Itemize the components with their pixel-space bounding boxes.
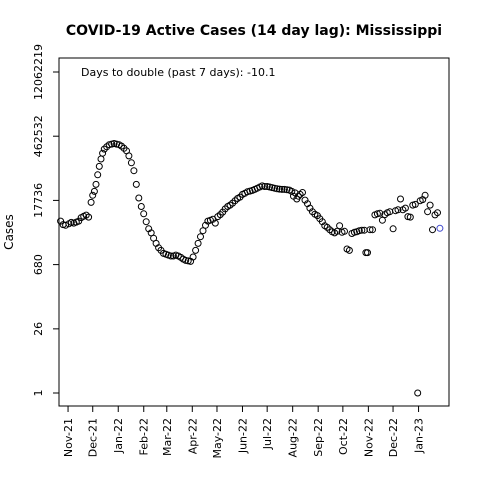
data-point [389,225,397,233]
data-point [426,201,434,209]
data-point [87,198,95,206]
x-tick-label: Dec-21 [87,418,100,457]
data-point [142,218,150,226]
data-point [355,227,363,235]
data-point [276,185,283,193]
data-point [94,171,102,179]
data-point [369,226,376,234]
data-point [424,208,432,216]
data-points [57,140,444,397]
data-point [135,194,143,202]
data-point [421,191,429,199]
data-point [294,192,302,200]
y-tick-label: 17736 [32,183,45,218]
x-tick-label: Nov-21 [62,418,75,457]
data-point [345,246,353,254]
data-point [288,187,296,195]
data-point [127,159,135,167]
data-point [364,249,371,257]
x-tick-label: Feb-22 [138,418,151,455]
data-point [278,185,286,193]
data-point [273,185,281,193]
data-point [95,162,103,170]
data-point [89,191,97,199]
y-tick-label: 26 [32,322,45,336]
data-point [85,213,93,221]
y-tick-label: 462532 [32,115,45,157]
x-tick-label: Oct-22 [337,418,350,455]
data-point [130,167,138,175]
x-tick-label: Dec-22 [387,418,400,457]
x-tick-label: Apr-22 [186,418,199,454]
y-tick-label: 12062219 [32,44,45,100]
data-point [231,197,239,205]
data-point [434,209,441,217]
y-tick-label: 1 [32,390,45,397]
data-point [261,183,269,190]
data-point [194,239,202,247]
data-point [401,204,409,212]
data-point [192,246,200,254]
data-point [90,187,98,195]
data-point [197,233,204,241]
data-point [358,226,366,234]
data-point [414,389,422,397]
y-tick-label: 680 [32,254,45,275]
data-point [125,152,133,160]
data-point [280,185,288,193]
data-point [299,189,306,196]
data-point [99,149,107,157]
data-point [376,209,384,217]
data-point [62,221,70,229]
data-point [283,186,291,194]
x-tick-label: Mar-22 [161,418,174,456]
data-point [100,145,108,153]
x-tick-label: Jul-22 [261,418,274,450]
data-point [378,216,386,224]
x-tick-label: May-22 [211,418,224,459]
data-point [411,200,419,208]
y-axis: 1 26 680 17736 462532 12062219 [32,44,59,397]
data-point [211,219,219,227]
plot-frame [58,57,450,407]
data-point [132,180,140,188]
data-point [373,210,381,218]
data-point [436,224,444,232]
data-point [336,222,344,230]
data-point [92,180,100,188]
doubling-annotation: Days to double (past 7 days): -10.1 [81,66,275,79]
x-tick-label: Nov-22 [362,418,375,457]
data-point [97,155,105,163]
x-tick-label: Sep-22 [312,418,325,457]
x-tick-label: Jan-23 [413,418,426,454]
data-point [406,213,414,221]
data-point [366,226,374,234]
y-axis-label: Cases [2,214,16,250]
x-tick-label: Jun-22 [236,418,249,454]
x-tick-label: Jan-22 [112,418,125,454]
x-axis: Nov-21 Dec-21 Jan-22 Feb-22 Mar-22 Apr-22 May-… [62,406,426,459]
data-point [341,227,348,235]
chart-title: COVID-19 Active Cases (14 day lag): Miss… [66,23,442,39]
data-point [140,210,148,218]
data-point [333,227,341,235]
data-point [189,253,197,261]
data-point [394,206,402,214]
data-point [429,226,436,234]
x-tick-label: Aug-22 [287,418,300,457]
data-point [182,256,190,264]
data-point [137,203,145,210]
data-point [167,252,175,260]
data-point [397,195,404,203]
